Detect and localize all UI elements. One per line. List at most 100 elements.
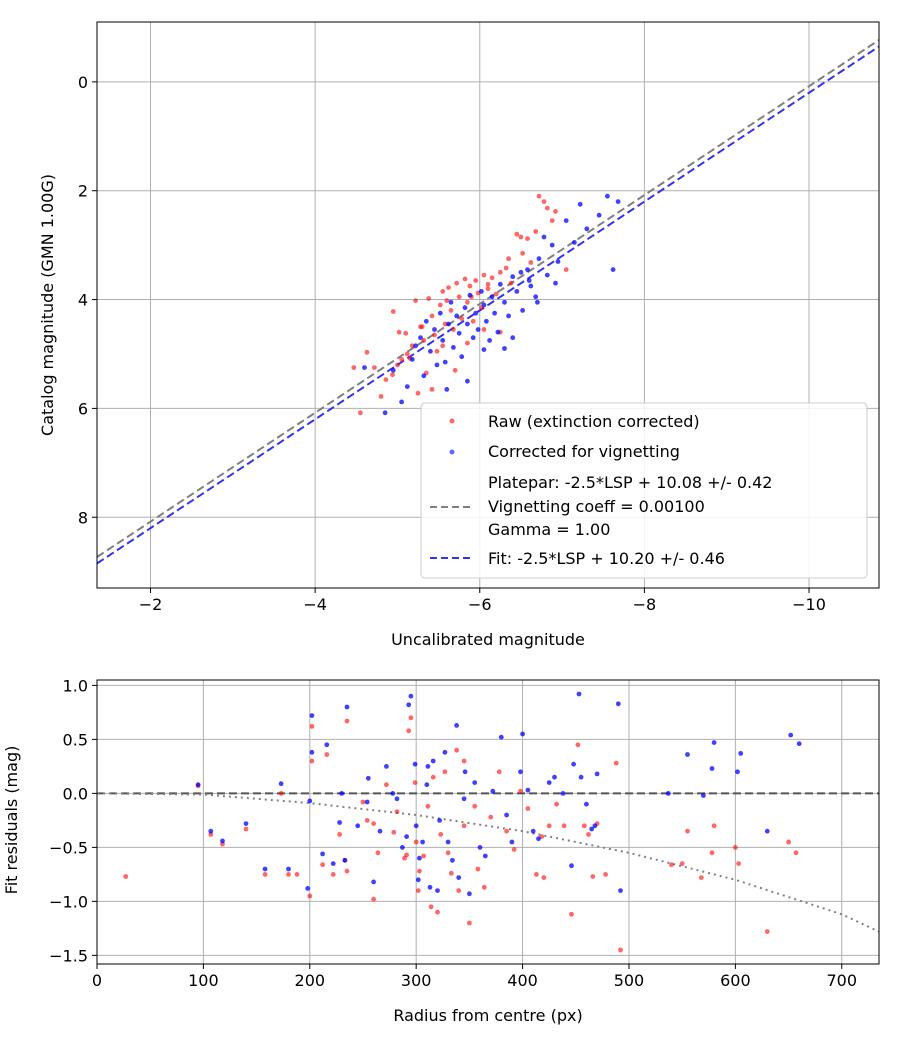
bottom-point-corrected — [445, 839, 451, 845]
top-point-corrected — [481, 302, 487, 308]
bottom-point-corrected — [462, 769, 468, 775]
bottom-point-raw — [384, 782, 389, 788]
top-point-raw — [448, 308, 454, 313]
bottom-point-corrected — [425, 764, 431, 769]
bottom-point-raw — [448, 870, 454, 876]
bottom-point-corrected — [344, 704, 350, 710]
bottom-point-corrected — [415, 877, 421, 883]
bottom-point-raw — [391, 829, 397, 835]
bottom-point-raw — [360, 799, 366, 805]
bottom-point-corrected — [709, 766, 715, 771]
top-point-corrected — [497, 281, 503, 287]
bottom-point-raw — [456, 888, 462, 893]
bottom-point-corrected — [552, 774, 557, 780]
bottom-y-tick-label: 0.0 — [63, 784, 88, 803]
top-y-tick-label: 4 — [78, 291, 88, 310]
bottom-point-raw — [618, 947, 623, 953]
top-point-corrected — [520, 308, 525, 313]
bottom-point-raw — [337, 832, 342, 837]
top-y-tick-label: 6 — [78, 399, 88, 418]
top-point-corrected — [437, 310, 443, 316]
top-point-corrected — [440, 338, 446, 343]
bottom-point-corrected — [665, 791, 671, 796]
top-point-corrected — [446, 321, 451, 327]
top-point-corrected — [362, 365, 367, 370]
bottom-point-corrected — [342, 857, 348, 863]
legend-raw-label: Raw (extinction corrected) — [488, 412, 700, 431]
bottom-point-corrected — [584, 801, 589, 807]
bottom-point-raw — [344, 868, 350, 874]
bottom-point-corrected — [412, 761, 418, 767]
top-x-tick-label: −10 — [792, 595, 826, 614]
top-point-raw — [440, 343, 446, 349]
bottom-point-corrected — [305, 886, 311, 891]
top-point-corrected — [467, 292, 473, 298]
legend-gamma-label: Gamma = 1.00 — [488, 520, 610, 539]
bottom-point-corrected — [482, 853, 488, 859]
top-point-raw — [434, 348, 440, 354]
bottom-point-corrected — [504, 812, 509, 818]
bottom-point-raw — [511, 847, 517, 852]
top-point-raw — [470, 318, 476, 324]
bottom-point-corrected — [454, 723, 459, 728]
top-point-raw — [364, 349, 370, 355]
bottom-point-corrected — [569, 863, 574, 869]
top-point-raw — [553, 209, 558, 214]
bottom-point-raw — [371, 896, 376, 902]
top-point-corrected — [518, 269, 524, 275]
bottom-point-raw — [404, 852, 409, 858]
top-line-platepar — [97, 39, 879, 558]
bottom-point-raw — [364, 818, 370, 823]
bottom-point-corrected — [450, 857, 455, 863]
bottom-point-corrected — [472, 780, 478, 785]
bottom-point-corrected — [576, 691, 582, 697]
bottom-point-corrected — [589, 826, 595, 832]
bottom-point-corrected — [278, 781, 284, 787]
top-point-raw — [520, 250, 525, 256]
bottom-point-corrected — [355, 823, 361, 829]
top-point-corrected — [432, 327, 437, 332]
top-line-fit — [97, 45, 879, 565]
bottom-point-raw — [243, 826, 249, 832]
bottom-point-raw — [561, 823, 567, 829]
residuals-chart: 0 100 200 300 400 500 600 700 1.0 0.5 0.0 −0.5 −1.0 −… — [2, 676, 880, 1025]
bottom-point-corrected — [307, 798, 313, 804]
top-point-corrected — [451, 345, 456, 350]
bottom-point-corrected — [406, 702, 412, 708]
bottom-point-raw — [412, 780, 418, 785]
bottom-point-corrected — [796, 741, 802, 747]
top-point-raw — [544, 205, 550, 211]
top-point-raw — [383, 377, 389, 382]
top-point-corrected — [605, 193, 610, 199]
bottom-point-raw — [375, 850, 381, 856]
top-point-raw — [440, 289, 446, 294]
top-point-corrected — [459, 354, 465, 360]
top-point-raw — [378, 394, 384, 399]
bottom-point-raw — [603, 872, 608, 877]
bottom-point-raw — [786, 839, 791, 845]
bottom-point-raw — [534, 872, 539, 877]
top-axes-frame — [96, 21, 880, 589]
bottom-point-corrected — [400, 845, 405, 850]
top-point-raw — [415, 390, 421, 396]
bottom-point-corrected — [404, 834, 409, 839]
bottom-point-corrected — [337, 820, 342, 825]
bottom-point-corrected — [764, 828, 770, 834]
bottom-point-raw — [454, 747, 459, 753]
bottom-point-corrected — [518, 769, 523, 775]
bottom-point-corrected — [594, 771, 600, 777]
top-point-raw — [442, 321, 448, 327]
bottom-point-corrected — [560, 791, 566, 796]
bottom-point-raw — [496, 769, 502, 775]
bottom-point-raw — [525, 806, 531, 811]
bottom-point-raw — [586, 832, 591, 837]
top-point-corrected — [481, 347, 487, 352]
bottom-point-corrected — [442, 749, 448, 755]
bottom-point-corrected — [408, 693, 414, 699]
top-point-corrected — [610, 267, 616, 272]
top-x-axis-label: Uncalibrated magnitude — [391, 630, 585, 649]
bottom-y-tick-label: −1.5 — [49, 946, 88, 965]
bottom-y-axis-label: Fit residuals (mag) — [2, 746, 21, 895]
top-point-raw — [429, 313, 435, 319]
